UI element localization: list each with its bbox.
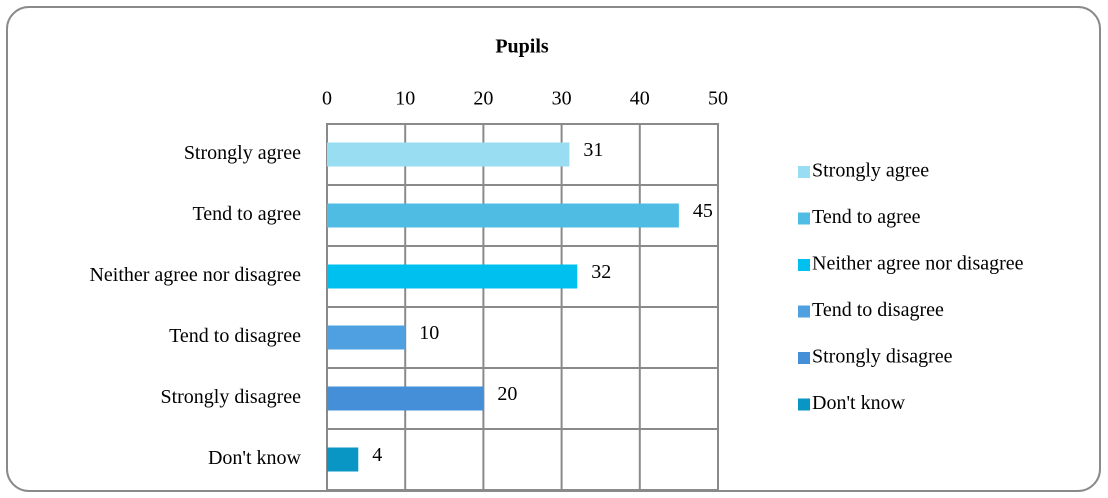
data-label: 20: [497, 383, 517, 405]
legend-swatch: [798, 212, 810, 225]
legend-swatch: [798, 166, 810, 178]
bar: [327, 325, 406, 350]
legend-label: Tend to disagree: [812, 299, 944, 321]
data-label: 31: [583, 139, 603, 161]
data-label: 32: [591, 261, 611, 283]
data-label: 10: [419, 322, 439, 344]
y-tick-label: Don't know: [208, 447, 302, 469]
legend-swatch: [798, 352, 810, 364]
data-label: 4: [372, 444, 382, 466]
legend-label: Don't know: [812, 392, 906, 414]
chart-title: Pupils: [495, 36, 549, 58]
x-tick-label: 50: [708, 88, 728, 110]
legend-swatch: [798, 398, 810, 411]
bar: [327, 386, 484, 411]
legend-label: Strongly disagree: [812, 346, 953, 368]
bar: [327, 142, 570, 167]
x-tick-label: 40: [630, 88, 650, 110]
y-tick-label: Tend to disagree: [169, 325, 301, 347]
x-tick-label: 20: [473, 88, 493, 110]
legend-label: Neither agree nor disagree: [812, 253, 1024, 275]
y-tick-label: Tend to agree: [192, 203, 301, 225]
legend-swatch: [798, 259, 810, 271]
x-tick-label: 30: [552, 88, 572, 110]
bar: [327, 203, 679, 228]
y-tick-label: Strongly disagree: [160, 386, 301, 408]
x-tick-label: 0: [322, 88, 332, 110]
legend-label: Strongly agree: [812, 160, 929, 182]
y-tick-label: Neither agree nor disagree: [89, 264, 301, 286]
legend-label: Tend to agree: [812, 206, 921, 228]
y-tick-label: Strongly agree: [184, 142, 301, 164]
legend-swatch: [798, 305, 810, 318]
x-tick-label: 10: [395, 88, 415, 110]
bar: [327, 447, 359, 472]
data-label: 45: [693, 200, 713, 222]
bar: [327, 264, 578, 289]
